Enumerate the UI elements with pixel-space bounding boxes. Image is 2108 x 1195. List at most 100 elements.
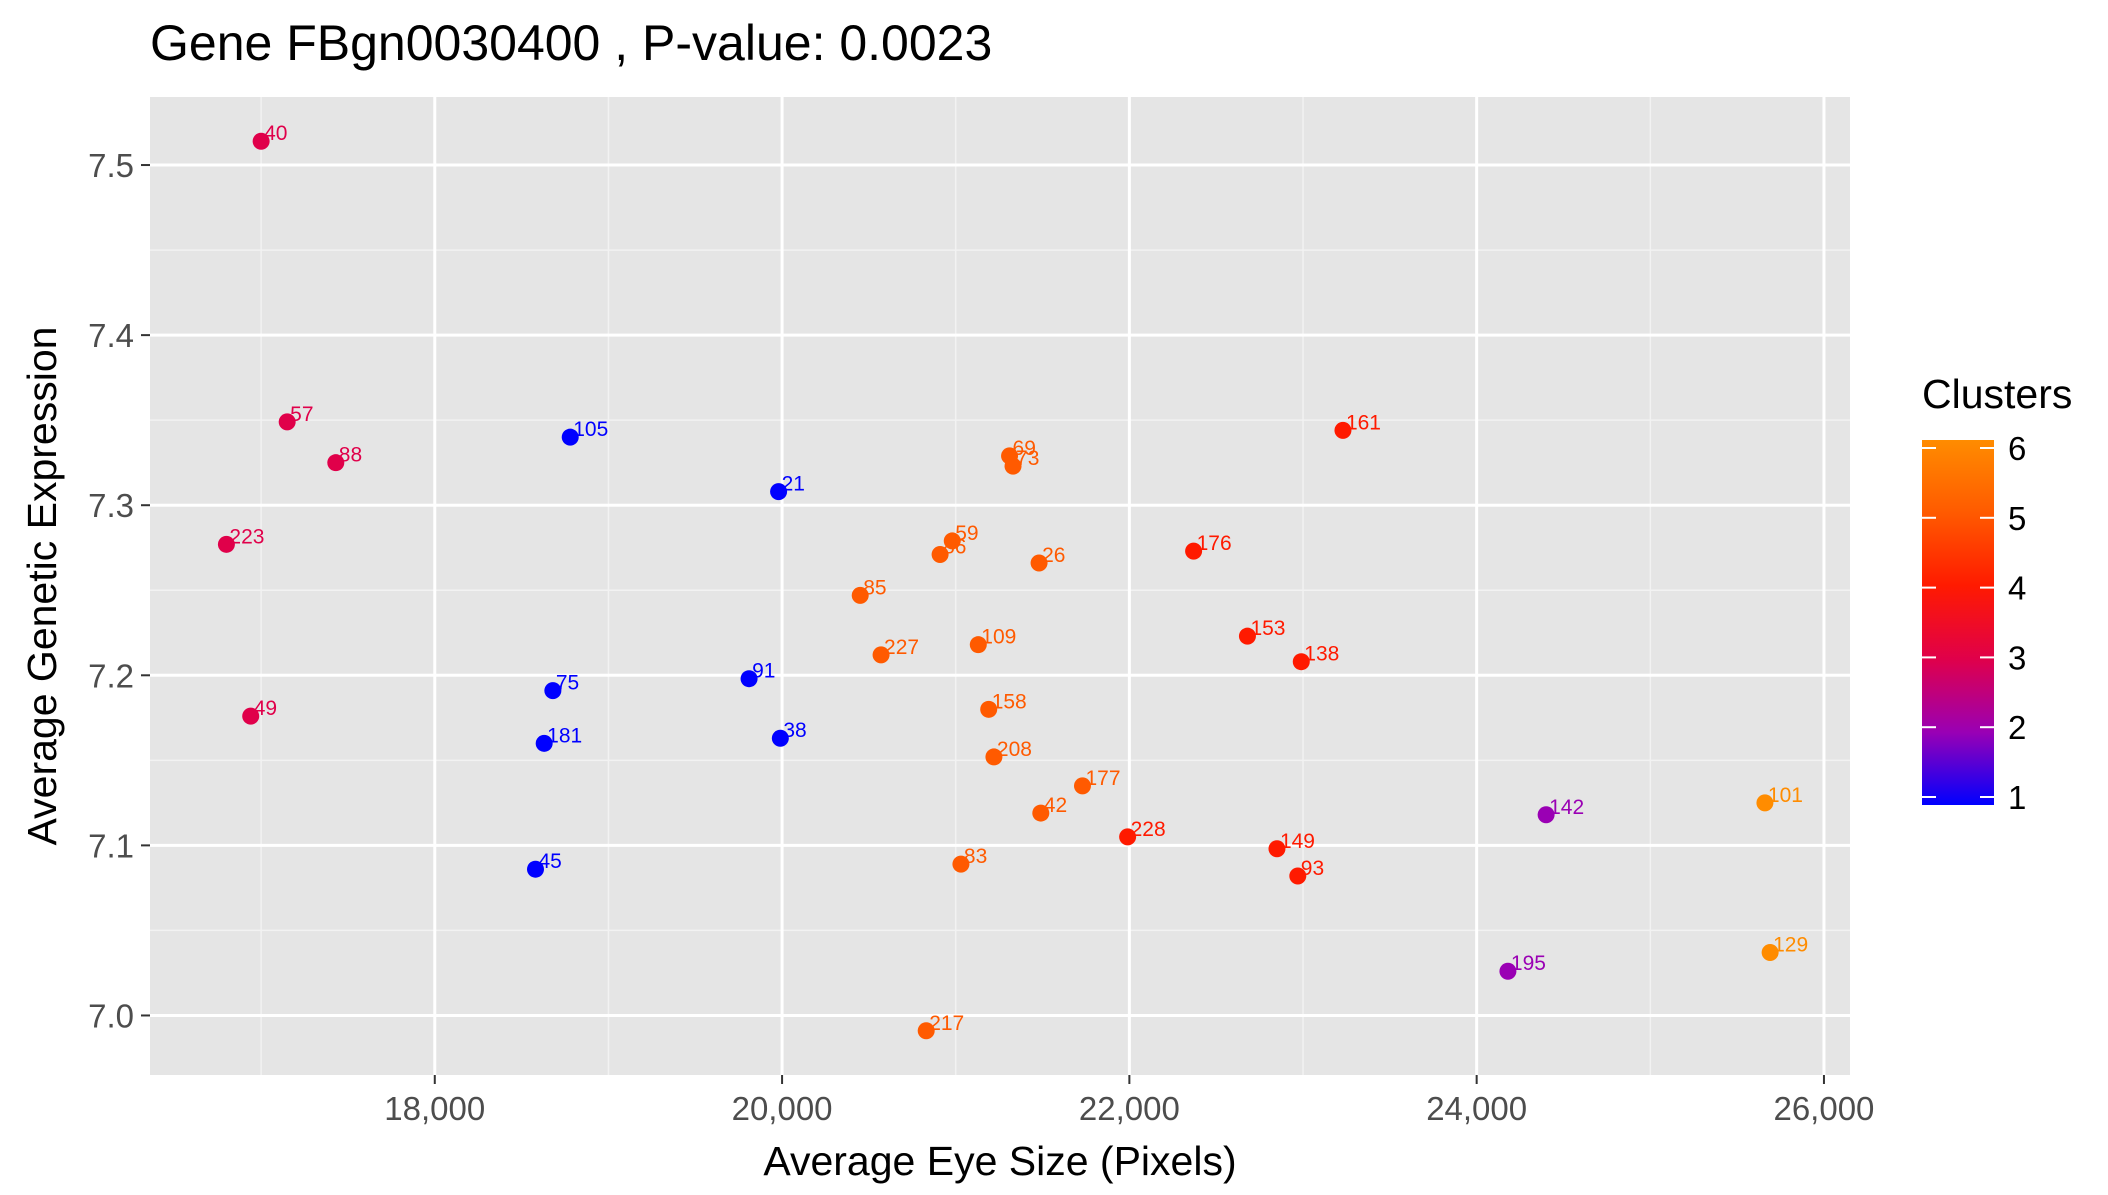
x-tick-label: 26,000 [1773, 1090, 1874, 1127]
data-points [217, 132, 1779, 1040]
legend-tick-label: 5 [2008, 500, 2026, 537]
y-tick-label: 7.1 [88, 827, 134, 864]
data-point-label: 195 [1511, 952, 1546, 975]
data-point-label: 176 [1197, 532, 1232, 555]
data-point-label: 109 [981, 626, 1016, 649]
x-tick-label: 24,000 [1426, 1090, 1527, 1127]
data-point-label: 153 [1250, 617, 1285, 640]
data-point-label: 57 [290, 403, 313, 426]
x-tick-label: 18,000 [384, 1090, 485, 1127]
y-tick-label: 7.3 [88, 487, 134, 524]
data-point-label: 26 [1042, 544, 1065, 567]
x-tick-label: 20,000 [732, 1090, 833, 1127]
data-point [1238, 627, 1256, 645]
data-point [252, 132, 270, 150]
y-tick-label: 7.5 [88, 147, 134, 184]
x-tick-label: 22,000 [1079, 1090, 1180, 1127]
y-tick-label: 7.0 [88, 997, 134, 1034]
data-point [952, 855, 970, 873]
grid-lines [150, 97, 1850, 1075]
data-point-label: 181 [547, 724, 582, 747]
data-point [917, 1022, 935, 1040]
x-axis: 18,000 20,000 22,000 24,000 26,000 [384, 1075, 1874, 1127]
data-point [544, 682, 562, 700]
data-point-label: 161 [1346, 411, 1381, 434]
data-point [1499, 962, 1517, 980]
data-point [526, 860, 544, 878]
legend: Clusters 1 2 3 4 5 6 [1922, 371, 2072, 816]
data-point-label: 45 [538, 850, 561, 873]
data-point [740, 670, 758, 688]
data-point-label: 85 [863, 576, 886, 599]
data-point-label: 129 [1773, 934, 1808, 957]
legend-colorbar [1922, 440, 1994, 805]
data-point [1334, 421, 1352, 439]
y-tick-label: 7.4 [88, 317, 134, 354]
data-point-label: 38 [783, 719, 806, 742]
data-point-label: 228 [1131, 818, 1166, 841]
data-point-label: 49 [254, 697, 277, 720]
data-point [931, 546, 949, 564]
data-point [1030, 554, 1048, 572]
data-point-label: 21 [782, 473, 805, 496]
data-point-label: 91 [752, 660, 775, 683]
data-point [969, 636, 987, 654]
data-point-label: 105 [573, 418, 608, 441]
data-point-label: 223 [229, 525, 264, 548]
data-point-label: 227 [884, 636, 919, 659]
data-point [561, 428, 579, 446]
data-point [278, 413, 296, 431]
data-point-label: 177 [1085, 767, 1120, 790]
legend-tick-label: 6 [2008, 430, 2026, 467]
data-point-label: 59 [955, 522, 978, 545]
data-point [1292, 653, 1310, 671]
legend-tick-label: 1 [2008, 779, 2026, 816]
data-point [985, 748, 1003, 766]
data-point-label: 217 [929, 1012, 964, 1035]
data-point-label: 69 [1013, 437, 1036, 460]
data-point-label: 93 [1301, 857, 1324, 880]
data-point [1185, 542, 1203, 560]
data-point [943, 532, 961, 550]
data-point [1537, 806, 1555, 824]
data-point [1004, 457, 1022, 475]
data-point [770, 483, 788, 501]
data-point-label: 208 [997, 738, 1032, 761]
x-axis-title: Average Eye Size (Pixels) [763, 1138, 1236, 1184]
legend-title: Clusters [1922, 371, 2072, 417]
data-point [1756, 794, 1774, 812]
data-point-label: 158 [992, 690, 1027, 713]
data-point-label: 88 [339, 444, 362, 467]
data-point-label: 86 [943, 536, 966, 559]
data-point-label: 83 [964, 845, 987, 868]
legend-tick-label: 3 [2008, 639, 2026, 676]
data-point [872, 646, 890, 664]
data-point [217, 535, 235, 553]
data-point [1119, 828, 1137, 846]
data-point-label: 75 [556, 672, 579, 695]
y-axis: 7.0 7.1 7.2 7.3 7.4 7.5 [88, 147, 150, 1034]
data-point-label: 138 [1304, 643, 1339, 666]
legend-tick-label: 4 [2008, 570, 2026, 607]
data-point [1032, 804, 1050, 822]
data-point [1761, 944, 1779, 962]
data-point [1289, 867, 1307, 885]
data-point [1073, 777, 1091, 795]
data-point [771, 729, 789, 747]
data-point-label: 73 [1016, 447, 1039, 470]
data-point [242, 707, 260, 725]
legend-ticks: 1 2 3 4 5 6 [1922, 430, 2026, 816]
data-point-label: 101 [1768, 784, 1803, 807]
legend-tick-label: 2 [2008, 709, 2026, 746]
data-point [1268, 840, 1286, 858]
plot-panel [150, 97, 1850, 1075]
data-point [327, 454, 345, 472]
data-point-label: 42 [1044, 794, 1067, 817]
data-point [980, 700, 998, 718]
data-point [535, 734, 553, 752]
y-axis-title: Average Genetic Expression [19, 327, 65, 846]
data-point [851, 586, 869, 604]
chart-title: Gene FBgn0030400 , P-value: 0.0023 [150, 15, 992, 71]
